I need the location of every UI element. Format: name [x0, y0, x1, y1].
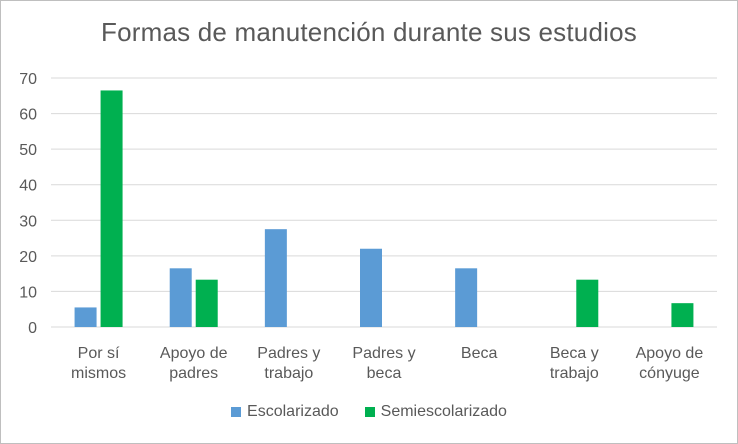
x-tick-label-line: Padres y — [257, 345, 320, 362]
x-tick-label-line: cónyuge — [639, 365, 700, 382]
x-tick-label-line: Beca — [461, 345, 498, 362]
x-tick-label-line: padres — [169, 365, 218, 382]
y-tick-label-60: 60 — [19, 107, 37, 124]
x-tick-label-5: Beca y trabajo — [550, 345, 599, 382]
x-tick-label-line: Beca y — [550, 345, 599, 362]
chart-legend: Escolarizado Semiescolarizado — [1, 403, 737, 421]
legend-label-escolarizado: Escolarizado — [247, 403, 339, 420]
y-tick-label-0: 0 — [28, 320, 37, 337]
x-tick-label-line: mismos — [71, 365, 126, 382]
x-tick-label-4: Beca — [461, 345, 498, 362]
bar-semiescolarizado-0 — [100, 90, 123, 327]
y-tick-label-10: 10 — [19, 284, 37, 301]
bar-escolarizado-1 — [169, 268, 192, 327]
legend-swatch-semiescolarizado — [364, 407, 375, 417]
x-tick-label-line: Apoyo de — [160, 345, 228, 362]
y-tick-label-30: 30 — [19, 213, 37, 230]
bar-semiescolarizado-5 — [576, 279, 599, 327]
x-tick-label-1: Apoyo de padres — [160, 345, 228, 382]
x-tick-label-0: Por sí mismos — [71, 345, 126, 382]
y-tick-label-70: 70 — [19, 71, 37, 88]
bar-escolarizado-0 — [74, 307, 97, 327]
x-tick-label-line: Padres y — [352, 345, 415, 362]
chart-title: Formas de manutención durante sus estudi… — [101, 17, 637, 47]
x-tick-label-2: Padres y trabajo — [257, 345, 320, 382]
x-tick-label-line: trabajo — [550, 365, 599, 382]
y-tick-label-20: 20 — [19, 249, 37, 266]
legend-item-escolarizado: Escolarizado — [231, 403, 339, 421]
legend-label-semiescolarizado: Semiescolarizado — [380, 403, 507, 420]
x-tick-label-3: Padres y beca — [352, 345, 415, 382]
bar-escolarizado-3 — [360, 248, 382, 327]
legend-swatch-escolarizado — [231, 407, 242, 417]
bar-escolarizado-2 — [264, 229, 287, 327]
x-tick-label-line: trabajo — [264, 365, 313, 382]
x-tick-label-line: beca — [367, 365, 402, 382]
x-tick-label-6: Apoyo de cónyuge — [636, 345, 704, 382]
bar-semiescolarizado-1 — [195, 279, 218, 327]
x-tick-label-line: Por sí — [78, 345, 120, 362]
legend-item-semiescolarizado: Semiescolarizado — [364, 403, 507, 421]
y-tick-label-50: 50 — [19, 142, 37, 159]
x-tick-label-line: Apoyo de — [636, 345, 704, 362]
y-tick-label-40: 40 — [19, 178, 37, 195]
bar-semiescolarizado-6 — [671, 303, 694, 327]
bar-escolarizado-4 — [455, 268, 478, 327]
